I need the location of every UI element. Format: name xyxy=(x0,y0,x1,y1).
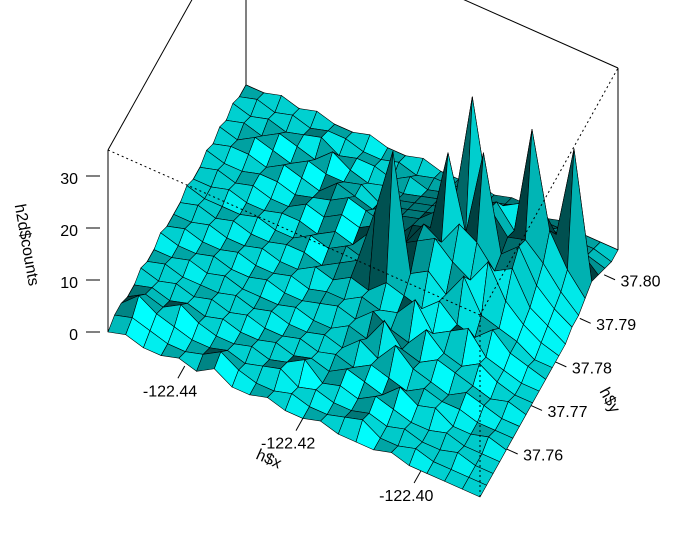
x-tick-label: -122.42 xyxy=(261,436,315,453)
z-tick-label: 10 xyxy=(60,275,78,292)
surface-facet xyxy=(461,476,487,498)
z-tick-label: 0 xyxy=(69,327,78,344)
z-tick-label: 30 xyxy=(60,171,78,188)
y-tick-label: 37.76 xyxy=(523,448,563,465)
x-tick-label: -122.44 xyxy=(143,383,197,400)
y-axis-label: h$y xyxy=(596,385,623,416)
y-tick xyxy=(555,361,567,368)
y-tick-label: 37.77 xyxy=(547,404,587,421)
y-tick xyxy=(579,317,591,324)
z-axis-label: h2d$counts xyxy=(11,203,42,287)
x-tick xyxy=(413,470,422,484)
y-tick xyxy=(603,274,616,281)
y-tick xyxy=(506,448,518,455)
y-tick-label: 37.78 xyxy=(572,361,612,378)
y-tick-label: 37.79 xyxy=(596,317,636,334)
box-edge xyxy=(463,0,619,69)
z-tick-label: 20 xyxy=(60,223,78,240)
box-edge-hidden xyxy=(479,67,619,316)
x-tick xyxy=(177,365,186,379)
box-edge xyxy=(107,0,193,151)
x-tick-label: -122.40 xyxy=(379,488,433,505)
x-tick xyxy=(295,418,304,431)
y-tick xyxy=(530,405,543,411)
y-tick-label: 37.80 xyxy=(621,273,661,290)
